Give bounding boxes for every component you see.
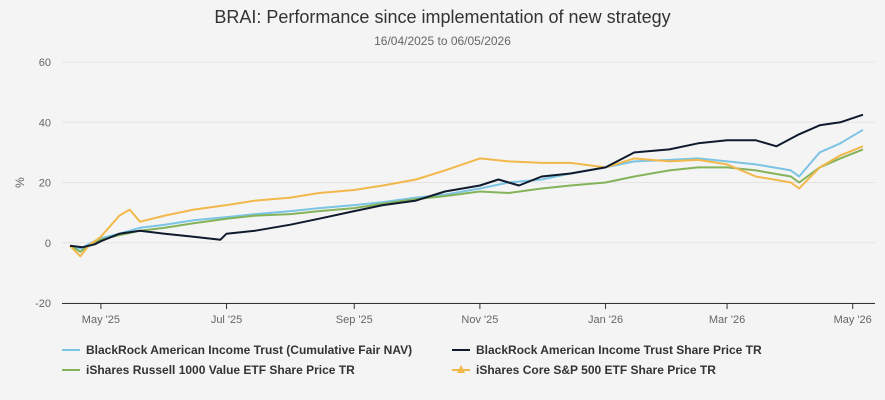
chart-title: BRAI: Performance since implementation o… [214,7,671,27]
y-tick-label: 20 [39,178,51,190]
legend-item[interactable]: BlackRock American Income Trust (Cumulat… [62,343,412,357]
legend-label: iShares Russell 1000 Value ETF Share Pri… [86,363,355,377]
x-tick-label: May '26 [834,314,872,326]
legend-label: iShares Core S&P 500 ETF Share Price TR [476,363,716,377]
chart-subtitle: 16/04/2025 to 06/05/2026 [374,34,511,48]
legend-swatch [452,344,470,356]
legend-label: BlackRock American Income Trust Share Pr… [476,343,762,357]
series-line-ishares-core-s-p-500-etf-share-price-tr [69,145,864,258]
x-tick-label: Mar '26 [709,314,745,326]
legend-swatch [452,364,470,376]
legend-item[interactable]: BlackRock American Income Trust Share Pr… [452,343,762,357]
legend-swatch [62,344,80,356]
y-tick-label: 0 [45,238,51,250]
y-axis-label: % [13,177,27,188]
legend-label: BlackRock American Income Trust (Cumulat… [86,343,413,357]
legend-swatch [62,364,80,376]
x-tick-label: Sep '25 [336,314,373,326]
series-line-blackrock-american-income-trust-cumulative-fair-nav [69,128,864,250]
y-tick-label: -20 [35,298,51,310]
x-tick-label: Jan '26 [588,314,623,326]
x-tick-label: Nov '25 [461,314,498,326]
y-tick-label: 40 [39,117,51,129]
x-tick-label: Jul '25 [211,314,242,326]
series-line-blackrock-american-income-trust-share-price-tr [69,113,864,249]
legend-item[interactable]: iShares Core S&P 500 ETF Share Price TR [452,363,716,377]
y-tick-label: 60 [39,57,51,69]
legend-item[interactable]: iShares Russell 1000 Value ETF Share Pri… [62,363,355,377]
x-tick-label: May '25 [82,314,120,326]
